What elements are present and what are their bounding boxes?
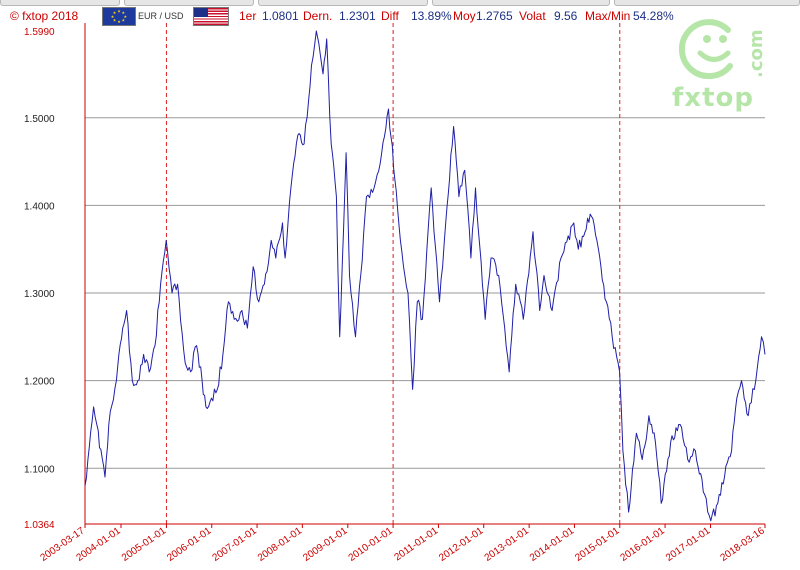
y-tick-label: 1.5990: [24, 27, 55, 38]
tab[interactable]: [432, 0, 610, 6]
grid-lines: [85, 117, 765, 469]
x-tick-label: 2017-01-01: [664, 525, 713, 564]
stat-maxmin-value: 54.28%: [633, 9, 674, 23]
y-tick-label: 1.3000: [24, 289, 55, 300]
stat-first-value: 1.0801: [262, 9, 299, 23]
svg-text:★: ★: [122, 10, 126, 15]
copyright-text: © fxtop 2018: [10, 9, 79, 23]
svg-text:★: ★: [122, 18, 126, 23]
stat-volat-label: Volat: [519, 9, 546, 23]
axes: [84, 23, 766, 528]
x-tick-label: 2009-01-01: [301, 525, 350, 564]
logo-domain-text: .com: [746, 29, 767, 78]
stat-mean-value: 1.2765: [476, 9, 513, 23]
tab-strip: [0, 0, 800, 6]
us-flag-icon: [193, 7, 229, 26]
stat-last-label: Dern.: [303, 9, 333, 23]
svg-text:★: ★: [113, 18, 117, 23]
x-tick-label: 2008-01-01: [256, 525, 305, 564]
tab[interactable]: [0, 0, 120, 6]
eur-usd-rate-line: [84, 30, 766, 522]
x-tick-label: 2015-01-01: [573, 525, 622, 564]
svg-text:★: ★: [117, 19, 121, 24]
x-tick-label: 2012-01-01: [437, 525, 486, 564]
stat-mean-label: Moy: [453, 9, 476, 23]
tab[interactable]: [124, 0, 254, 6]
stat-diff-value: 13.89%: [411, 9, 452, 23]
stat-diff-label: Diff: [381, 9, 399, 23]
currency-pair-label: EUR / USD: [138, 11, 184, 21]
y-tick-label: 1.5000: [24, 114, 55, 125]
svg-text:★: ★: [117, 9, 121, 14]
stat-volat-value: 9.56: [554, 9, 578, 23]
tab[interactable]: [258, 0, 428, 6]
stat-last-value: 1.2301: [339, 9, 376, 23]
x-tick-label: 2018-03-16: [719, 525, 768, 564]
year-marker-lines: [165, 23, 621, 524]
svg-text:★: ★: [113, 10, 117, 15]
x-tick-label: 2006-01-01: [165, 525, 214, 564]
y-tick-label: 1.4000: [24, 201, 55, 212]
fxtop-logo: fxtop .com: [670, 8, 770, 113]
x-tick-label: 2005-01-01: [120, 525, 169, 564]
eu-flag-icon: ★ ★ ★ ★ ★ ★ ★ ★: [102, 7, 136, 26]
svg-text:★: ★: [124, 14, 128, 19]
stat-maxmin-label: Max/Min: [585, 9, 631, 23]
x-tick-label: 2007-01-01: [211, 525, 260, 564]
x-tick-label: 2013-01-01: [483, 525, 532, 564]
y-tick-label: 1.1000: [24, 464, 55, 475]
chart-header: © fxtop 2018 ★ ★ ★ ★ ★ ★ ★ ★ EUR / USD 1er 1.…: [0, 6, 800, 26]
logo-text: fxtop: [672, 83, 754, 113]
y-tick-label: 1.2000: [24, 377, 55, 388]
x-tick-label: 2016-01-01: [619, 525, 668, 564]
x-tick-labels: 2003-03-172004-01-012005-01-012006-01-01…: [39, 525, 768, 564]
y-tick-labels: 1.0364 1.1000 1.2000 1.3000 1.4000 1.5000 1.59…: [24, 27, 55, 531]
series-layer: [84, 30, 766, 522]
x-tick-label: 2011-01-01: [393, 525, 441, 563]
svg-text:★: ★: [111, 14, 115, 19]
y-tick-label: 1.0364: [24, 520, 55, 531]
x-tick-label: 2010-01-01: [347, 525, 396, 564]
stat-first-label: 1er: [239, 9, 257, 23]
x-tick-label: 2014-01-01: [528, 525, 577, 564]
